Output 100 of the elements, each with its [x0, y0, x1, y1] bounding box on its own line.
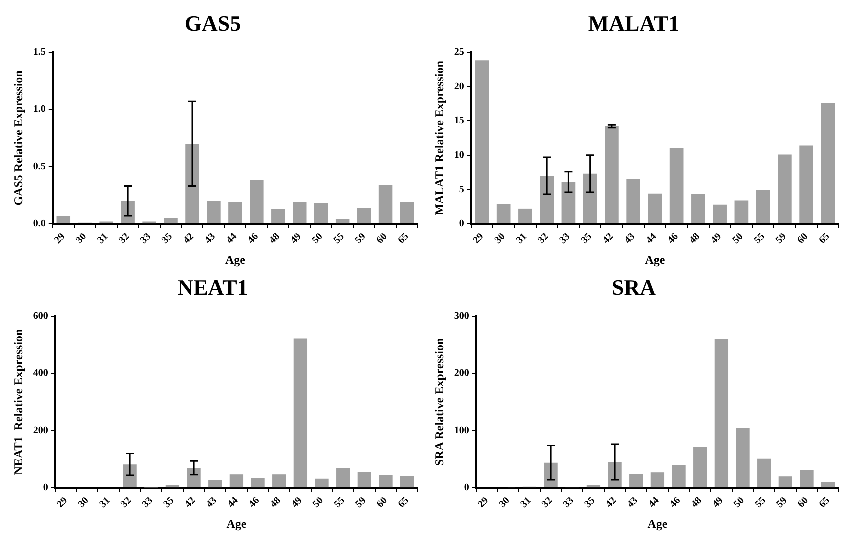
x-tick-label: 29 [471, 231, 486, 246]
x-axis-title: Age [648, 516, 668, 531]
x-tick-label: 65 [817, 231, 832, 246]
x-tick-label: 60 [796, 231, 811, 246]
bar [358, 472, 372, 488]
x-tick-label: 44 [226, 495, 241, 510]
y-tick-label: 600 [33, 310, 48, 322]
x-tick-label: 29 [55, 495, 70, 510]
bar [123, 464, 137, 488]
bar [821, 103, 836, 224]
bar [400, 202, 414, 224]
y-tick-label: 1.5 [33, 46, 46, 58]
x-tick-label: 46 [247, 495, 262, 510]
x-tick-label: 55 [332, 231, 347, 246]
y-tick-label: 0 [43, 482, 48, 494]
bar [692, 194, 706, 224]
bar [230, 474, 244, 488]
x-axis-title: Age [226, 516, 248, 531]
x-tick-label: 33 [138, 231, 154, 246]
bar [586, 485, 601, 488]
bar [650, 472, 665, 488]
bar [56, 216, 71, 224]
bar [496, 204, 511, 224]
y-tick-label: 1.0 [33, 104, 46, 116]
bar [800, 146, 814, 224]
x-tick-label: 31 [514, 231, 530, 246]
bar [379, 475, 393, 488]
x-tick-label: 33 [558, 231, 573, 246]
bar [208, 480, 222, 488]
x-tick-label: 50 [730, 231, 746, 246]
x-tick-label: 43 [204, 495, 220, 510]
bar [778, 476, 792, 488]
x-tick-label: 33 [140, 495, 156, 510]
x-tick-label: 60 [375, 495, 390, 510]
bar [336, 468, 350, 488]
x-tick-label: 30 [76, 495, 92, 510]
x-tick-label: 55 [332, 495, 348, 510]
x-tick-label: 35 [160, 231, 175, 246]
y-tick-label: 20 [454, 81, 464, 92]
x-tick-label: 31 [98, 495, 113, 510]
y-axis-title: MALAT1 Relative Expression [432, 60, 446, 216]
x-tick-label: 32 [536, 231, 552, 246]
bar [251, 478, 265, 488]
bar [758, 458, 772, 488]
x-tick-label: 48 [688, 231, 702, 246]
x-tick-label: 30 [74, 231, 90, 246]
bar [756, 190, 770, 224]
bar [315, 478, 329, 488]
x-tick-label: 59 [774, 231, 789, 246]
chart-title: GAS5 [184, 10, 242, 36]
y-tick-label: 15 [454, 116, 464, 127]
bar [228, 202, 242, 224]
x-tick-label: 55 [752, 231, 768, 246]
y-tick-label: 0.0 [33, 218, 46, 230]
bar [714, 339, 729, 488]
x-tick-label: 65 [396, 495, 412, 510]
x-axis-title: Age [645, 252, 666, 267]
x-tick-label: 60 [796, 495, 811, 510]
x-tick-label: 49 [710, 495, 726, 510]
x-tick-label: 44 [644, 231, 660, 246]
x-tick-label: 60 [374, 231, 390, 246]
x-tick-label: 30 [497, 495, 512, 510]
y-axis-title: NEAT1 Relative Expression [11, 328, 26, 476]
x-tick-label: 42 [183, 495, 198, 510]
bar [164, 218, 178, 224]
x-tick-label: 35 [579, 231, 594, 246]
x-tick-label: 32 [117, 231, 132, 246]
x-tick-label: 59 [353, 231, 368, 246]
bar [713, 204, 727, 224]
y-tick-label: 0 [459, 218, 464, 230]
chart-title: MALAT1 [588, 10, 680, 36]
x-tick-label: 29 [52, 231, 68, 246]
x-tick-label: 44 [224, 231, 240, 246]
x-tick-label: 50 [311, 495, 326, 510]
x-tick-label: 48 [689, 495, 704, 510]
bar [778, 154, 792, 224]
bar [357, 208, 372, 224]
x-axis-title: Age [225, 252, 246, 267]
x-tick-label: 59 [774, 495, 790, 510]
bar [672, 465, 686, 488]
x-tick-label: 59 [354, 495, 369, 510]
bar [822, 482, 836, 488]
x-tick-label: 42 [604, 495, 619, 510]
bar [605, 126, 619, 224]
y-tick-label: 10 [454, 150, 464, 161]
bar [694, 447, 708, 488]
chart-title: SRA [612, 274, 656, 300]
x-tick-label: 50 [732, 495, 747, 510]
x-tick-label: 49 [290, 495, 305, 510]
x-tick-label: 43 [203, 231, 218, 246]
bar [250, 180, 264, 224]
x-tick-label: 49 [709, 231, 724, 246]
x-tick-label: 55 [753, 495, 768, 510]
bar [378, 185, 393, 224]
y-tick-label: 200 [33, 425, 48, 436]
bar [293, 202, 307, 224]
y-tick-label: 5 [459, 184, 464, 196]
chart-title: NEAT1 [178, 274, 248, 300]
x-tick-label: 31 [96, 231, 111, 246]
bar [734, 200, 749, 224]
